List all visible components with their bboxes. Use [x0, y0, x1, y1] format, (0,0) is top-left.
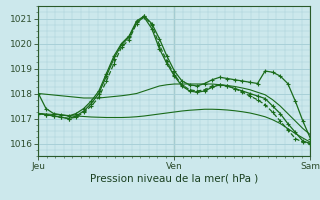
X-axis label: Pression niveau de la mer( hPa ): Pression niveau de la mer( hPa )	[90, 173, 259, 183]
